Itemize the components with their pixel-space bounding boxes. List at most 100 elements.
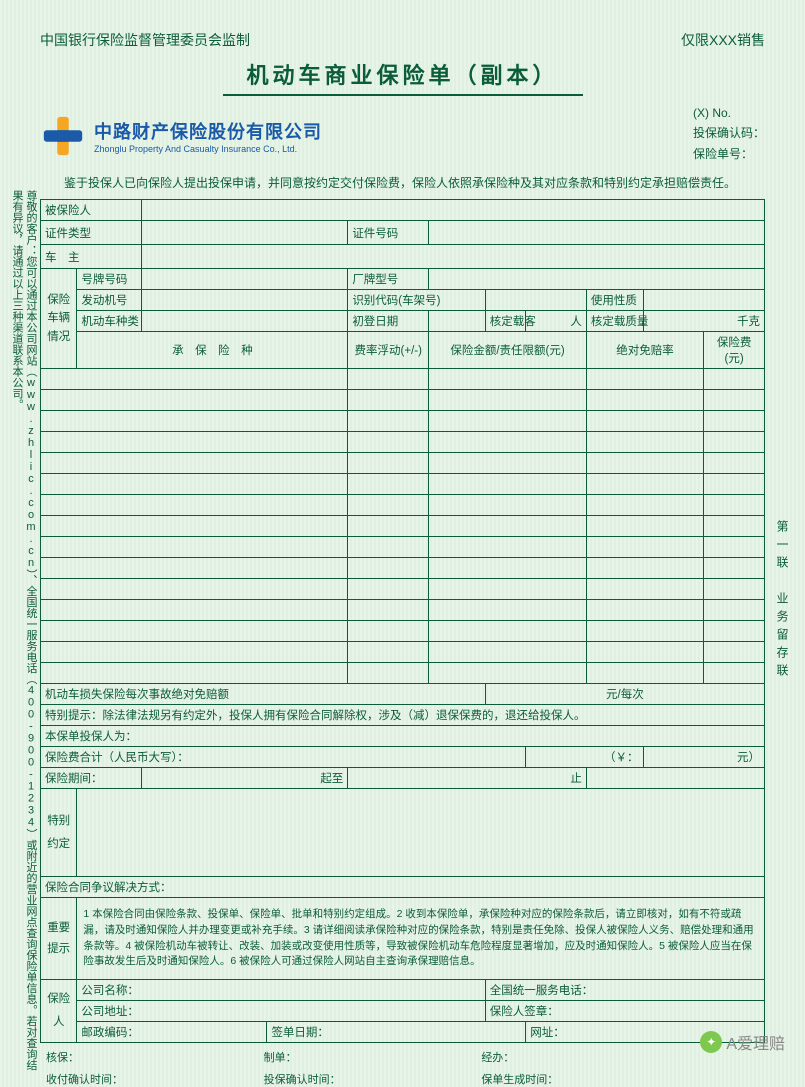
footer-row-2: 收付确认时间： 投保确认时间： 保单生成时间： [40, 1071, 765, 1087]
use-value [643, 290, 765, 311]
coverage-cell [429, 516, 587, 537]
coverage-row [41, 453, 765, 474]
factory-label: 厂牌型号 [348, 269, 429, 290]
coverage-cell [586, 621, 703, 642]
insurer-label: 保险人 [41, 980, 77, 1043]
preamble-text: 鉴于投保人已向保险人提出投保申请，并同意按约定交付保险费，保险人依照承保险种及其… [40, 174, 765, 191]
coverage-cell [429, 558, 587, 579]
coverage-row [41, 600, 765, 621]
coverage-cell [586, 558, 703, 579]
coverage-cell [429, 495, 587, 516]
coverage-cell [41, 642, 348, 663]
coverage-cell [586, 432, 703, 453]
issuedate-label: 签单日期： [267, 1022, 526, 1043]
coverage-cell [429, 369, 587, 390]
use-label: 使用性质 [586, 290, 643, 311]
coverage-cell [348, 516, 429, 537]
coverage-cell [348, 390, 429, 411]
footer-row-1: 核保： 制单： 经办： [40, 1049, 765, 1065]
watermark-text: A爱理赔 [726, 1030, 785, 1054]
period-from: 起至 [142, 768, 348, 789]
weight-label: 核定载质量 [586, 311, 643, 332]
coverage-cell [41, 600, 348, 621]
footer-handle: 经办： [481, 1049, 514, 1065]
cov-head-deduct: 绝对免赔率 [586, 332, 703, 369]
coverage-cell [704, 432, 765, 453]
coverage-cell [429, 537, 587, 558]
coverage-cell [586, 642, 703, 663]
total-label: 保险费合计（人民币大写）： [41, 747, 526, 768]
coverage-cell [586, 516, 703, 537]
zip-label: 邮政编码： [77, 1022, 267, 1043]
side-note-right: 第一联 业务留存联 [774, 520, 791, 682]
insured-value [142, 200, 765, 221]
coverage-cell [41, 432, 348, 453]
coverage-cell [429, 579, 587, 600]
coverage-cell [41, 411, 348, 432]
coverage-cell [41, 621, 348, 642]
page-title: 机动车商业保险单（副本） [40, 58, 765, 90]
coverage-cell [586, 537, 703, 558]
coverage-cell [429, 474, 587, 495]
coverage-cell [41, 579, 348, 600]
plate-label: 号牌号码 [77, 269, 142, 290]
coverage-row [41, 537, 765, 558]
owner-label: 车 主 [41, 245, 142, 269]
coverage-row [41, 642, 765, 663]
coverage-cell [41, 390, 348, 411]
coverage-cell [348, 600, 429, 621]
factory-value [429, 269, 765, 290]
coverage-row [41, 516, 765, 537]
confirm-code-label: 投保确认码： [693, 124, 765, 141]
coverage-cell [704, 600, 765, 621]
idno-value [429, 221, 765, 245]
coverage-cell [586, 579, 703, 600]
title-underline [223, 94, 583, 96]
regulator-label: 中国银行保险监督管理委员会监制 [40, 30, 250, 50]
coverage-cell [586, 453, 703, 474]
period-label: 保险期间： [41, 768, 142, 789]
coverage-cell [429, 663, 587, 684]
coverage-cell [704, 558, 765, 579]
coverage-row [41, 621, 765, 642]
coverage-cell [429, 411, 587, 432]
footer-confirmtime: 投保确认时间： [264, 1071, 341, 1087]
firstreg-label: 初登日期 [348, 311, 429, 332]
side-note-left: 尊敬的客户：您可以通过本公司网站（www.zhlic.com.cn）、全国统一服… [14, 190, 38, 1074]
coverage-cell [704, 474, 765, 495]
plus-logo-icon [40, 113, 86, 159]
coverage-row [41, 390, 765, 411]
applicant-label: 本保单投保人为： [41, 726, 765, 747]
coverage-cell [586, 474, 703, 495]
company-name-en: Zhonglu Property And Casualty Insurance … [94, 144, 322, 154]
coverage-row [41, 558, 765, 579]
coverage-cell [41, 474, 348, 495]
vin-label: 识别代码(车架号) [348, 290, 485, 311]
coverage-cell [41, 558, 348, 579]
notice-body: 1 本保险合同由保险条款、投保单、保险单、批单和特别约定组成。2 收到本保险单，… [77, 898, 765, 980]
addr-label: 公司地址： [77, 1001, 485, 1022]
vehicle-group-label: 保险车辆情况 [41, 269, 77, 369]
firstreg-value [429, 311, 486, 332]
coverage-cell [348, 621, 429, 642]
coverage-cell [348, 537, 429, 558]
coverage-cell [41, 663, 348, 684]
notice-label: 重要提示 [41, 898, 77, 980]
coverage-cell [429, 390, 587, 411]
coverage-cell [348, 495, 429, 516]
engine-value [142, 290, 348, 311]
coverage-row [41, 411, 765, 432]
coverage-row [41, 474, 765, 495]
hotline-label: 全国统一服务电话： [485, 980, 764, 1001]
sign-label: 保险人签章： [485, 1001, 764, 1022]
coverage-cell [586, 411, 703, 432]
yen-right: 元） [643, 747, 765, 768]
coverage-cell [586, 369, 703, 390]
main-form-table: 被保险人 证件类型证件号码 车 主 保险车辆情况 号牌号码 厂牌型号 发动机号 … [40, 199, 765, 1043]
coverage-cell [348, 411, 429, 432]
footer-check: 核保： [46, 1049, 79, 1065]
idtype-label: 证件类型 [41, 221, 142, 245]
coverage-row [41, 663, 765, 684]
period-blank [586, 768, 764, 789]
coverage-cell [704, 453, 765, 474]
